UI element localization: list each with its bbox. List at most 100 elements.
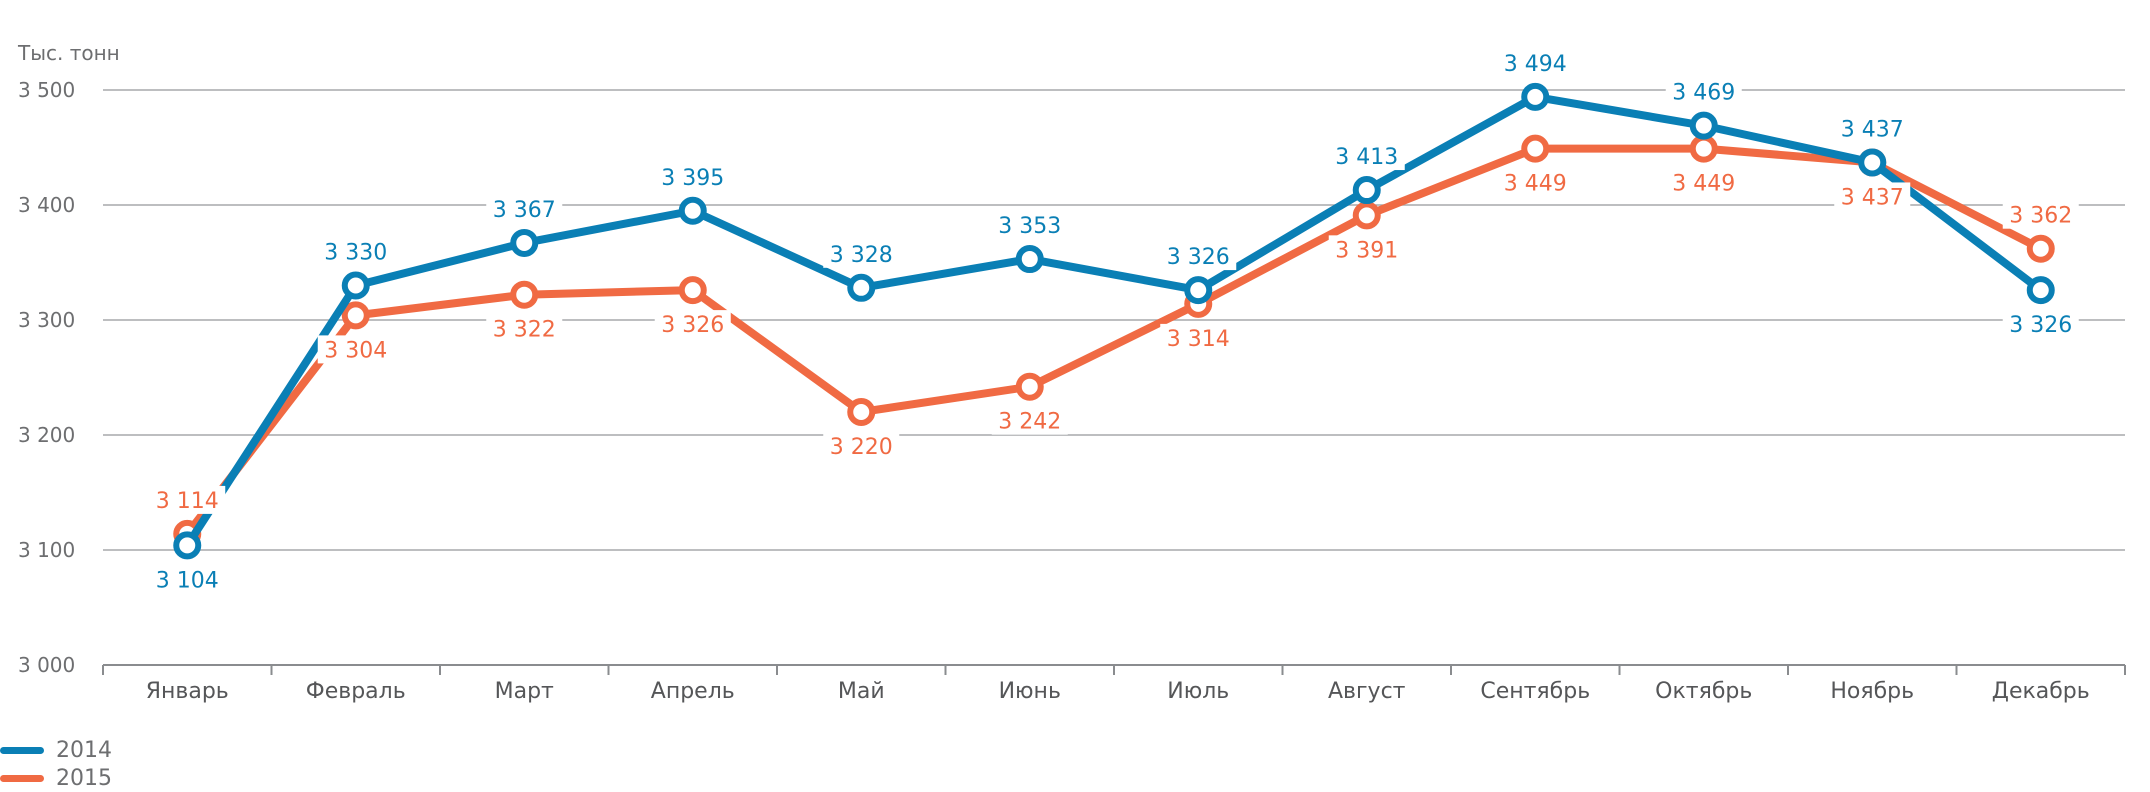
data-point-2014 — [1352, 176, 1381, 205]
data-point-2014 — [2026, 276, 2055, 305]
data-label-bg — [1497, 48, 1574, 77]
data-label-bg — [2002, 200, 2079, 229]
x-tick-label: Июль — [1167, 679, 1229, 704]
data-label-bg — [486, 314, 563, 343]
data-point-2014 — [1521, 82, 1550, 111]
legend-item-2015: 2015 — [0, 764, 112, 792]
data-label-2014: 3 469 — [1672, 81, 1735, 106]
x-tick-label: Сентябрь — [1480, 679, 1590, 704]
data-label-bg — [991, 406, 1068, 435]
data-label-2015: 3 362 — [2009, 204, 2072, 229]
data-label-bg — [1328, 142, 1405, 171]
data-label-2014: 3 326 — [1167, 245, 1230, 270]
data-labels: 3 104 3 330 3 367 3 395 3 328 3 353 3 326 3 413… — [149, 48, 2079, 594]
data-label-2015: 3 242 — [998, 410, 1061, 435]
data-label-bg — [317, 237, 394, 266]
y-tick-label: 3 100 — [18, 538, 75, 562]
legend-swatch-2015 — [0, 774, 44, 782]
data-label-2014: 3 330 — [324, 241, 387, 266]
data-point-2014 — [173, 531, 202, 560]
data-label-bg — [1160, 323, 1237, 352]
legend-label-2015: 2015 — [56, 765, 112, 791]
y-tick-label: 3 500 — [18, 78, 75, 102]
data-label-bg — [1834, 182, 1911, 211]
data-label-bg — [1834, 114, 1911, 143]
data-point-2014 — [341, 271, 370, 300]
data-point-2014 — [1858, 148, 1887, 177]
data-label-2015: 3 322 — [493, 318, 556, 343]
data-point-2014 — [847, 273, 876, 302]
data-label-2015: 3 314 — [1167, 327, 1230, 352]
data-label-bg — [991, 211, 1068, 240]
x-tick-label: Январь — [146, 679, 229, 704]
x-tick-label: Ноябрь — [1830, 679, 1914, 704]
data-label-2014: 3 326 — [2009, 313, 2072, 338]
data-label-bg — [2002, 310, 2079, 339]
series-lines — [173, 82, 2055, 560]
data-label-bg — [1665, 77, 1742, 106]
data-label-bg — [823, 432, 900, 460]
data-point-2015 — [847, 398, 876, 426]
data-label-bg — [1328, 235, 1405, 264]
y-unit-label: Тыс. тонн — [17, 41, 120, 65]
data-point-2015 — [1015, 372, 1044, 401]
x-tick-label: Октябрь — [1655, 679, 1752, 704]
data-label-2015: 3 449 — [1504, 172, 1567, 197]
data-label-bg — [317, 335, 394, 364]
data-label-bg — [654, 310, 731, 339]
data-point-2015 — [678, 276, 707, 305]
data-label-2014: 3 494 — [1504, 52, 1567, 77]
y-tick-label: 3 400 — [18, 193, 75, 217]
data-label-2015: 3 449 — [1672, 172, 1735, 197]
data-label-2014: 3 395 — [661, 166, 724, 191]
grid-lines — [103, 89, 2125, 551]
data-label-2014: 3 353 — [998, 214, 1061, 239]
x-tick-label: Декабрь — [1992, 679, 2090, 704]
data-point-2014 — [678, 196, 707, 225]
y-tick-label: 3 000 — [18, 653, 75, 677]
data-point-2015 — [1352, 201, 1381, 230]
data-point-2014 — [510, 228, 539, 257]
data-label-2015: 3 304 — [324, 338, 387, 363]
data-label-bg — [149, 485, 226, 514]
series-line-2015 — [183, 144, 2045, 538]
y-tick-label: 3 200 — [18, 423, 75, 447]
data-label-2015: 3 326 — [661, 313, 724, 338]
data-label-2015: 3 437 — [1841, 185, 1904, 210]
data-label-2015: 3 220 — [830, 435, 893, 460]
data-label-bg — [149, 565, 226, 594]
data-point-2014 — [1184, 276, 1213, 305]
x-axis: Январь Февраль Март Апрель Май Июнь Июль Август… — [102, 664, 2126, 704]
data-label-bg — [1160, 242, 1237, 271]
data-label-2014: 3 413 — [1335, 145, 1398, 170]
data-label-2015: 3 391 — [1335, 238, 1398, 263]
legend: 2014 2015 — [0, 736, 112, 792]
data-point-2015 — [510, 280, 539, 309]
x-tick-label: Май — [838, 679, 885, 704]
x-tick-label: Февраль — [306, 679, 406, 704]
data-point-2014 — [1689, 111, 1718, 140]
legend-item-2014: 2014 — [0, 736, 112, 764]
y-axis-ticks: 3 000 3 100 3 200 3 300 3 400 3 500 — [18, 78, 75, 677]
line-chart: Тыс. тонн 3 000 3 100 3 200 3 300 3 400 3 500… — [17, 41, 2126, 704]
legend-swatch-2014 — [0, 746, 44, 754]
data-label-2015: 3 114 — [156, 489, 219, 514]
data-label-bg — [823, 239, 900, 268]
data-label-bg — [1497, 168, 1574, 197]
series-line-2014 — [183, 92, 2045, 550]
x-tick-label: Март — [495, 679, 554, 704]
data-point-2015 — [341, 301, 370, 330]
data-point-2014 — [1015, 245, 1044, 274]
x-tick-label: Август — [1328, 679, 1406, 704]
x-tick-label: Апрель — [651, 679, 735, 704]
data-label-bg — [654, 162, 731, 191]
legend-label-2014: 2014 — [56, 737, 112, 763]
data-point-2015 — [1521, 134, 1550, 163]
data-label-2014: 3 367 — [493, 198, 556, 223]
data-label-2014: 3 437 — [1841, 117, 1904, 142]
data-point-2015 — [1689, 134, 1718, 163]
data-label-bg — [1665, 168, 1742, 197]
y-tick-label: 3 300 — [18, 308, 75, 332]
x-tick-label: Июнь — [999, 679, 1061, 704]
data-point-2015 — [2026, 234, 2055, 263]
